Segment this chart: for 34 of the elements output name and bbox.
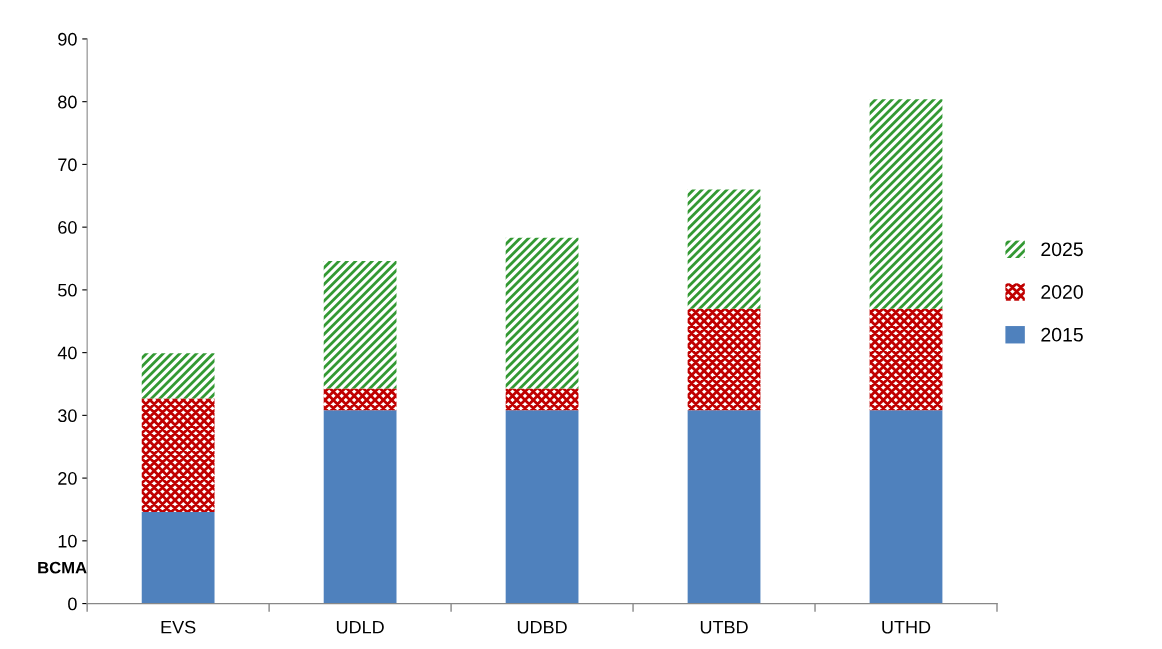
bar xyxy=(141,398,215,512)
bar xyxy=(141,511,215,604)
bar xyxy=(505,388,579,411)
y-tick-label: 40 xyxy=(57,346,77,360)
bar xyxy=(505,410,579,604)
legend-label: 2020 xyxy=(1041,285,1083,299)
bar xyxy=(323,388,397,411)
legend-label: 2015 xyxy=(1041,327,1083,342)
bar xyxy=(687,308,761,411)
y-tick-label: 10 xyxy=(58,534,77,548)
x-tick-label: UDLD xyxy=(336,620,384,634)
bar xyxy=(869,308,943,411)
x-tick-label: UTHD xyxy=(882,620,931,634)
y-tick-label: 60 xyxy=(58,221,77,234)
y-tick-label: 90 xyxy=(58,32,77,46)
bar xyxy=(869,410,943,604)
y-tick-label: 70 xyxy=(58,158,77,172)
x-tick-label: UDBD xyxy=(517,620,567,634)
bar xyxy=(687,410,761,604)
y-axis-title: BCMA xyxy=(38,561,87,574)
y-tick-label: 80 xyxy=(58,95,77,109)
bar xyxy=(505,237,579,389)
legend-label: 2025 xyxy=(1041,242,1083,257)
bar xyxy=(141,353,215,399)
x-tick-label: EVS xyxy=(161,620,196,634)
bar xyxy=(323,410,397,604)
x-tick-label: UTBD xyxy=(700,620,748,634)
y-tick-label: 20 xyxy=(58,472,77,485)
y-tick-label: 30 xyxy=(58,409,77,423)
y-tick-label: 0 xyxy=(68,597,77,611)
y-tick-label: 50 xyxy=(58,283,77,297)
bar xyxy=(323,261,397,389)
bar xyxy=(869,99,943,309)
bar xyxy=(687,189,761,309)
